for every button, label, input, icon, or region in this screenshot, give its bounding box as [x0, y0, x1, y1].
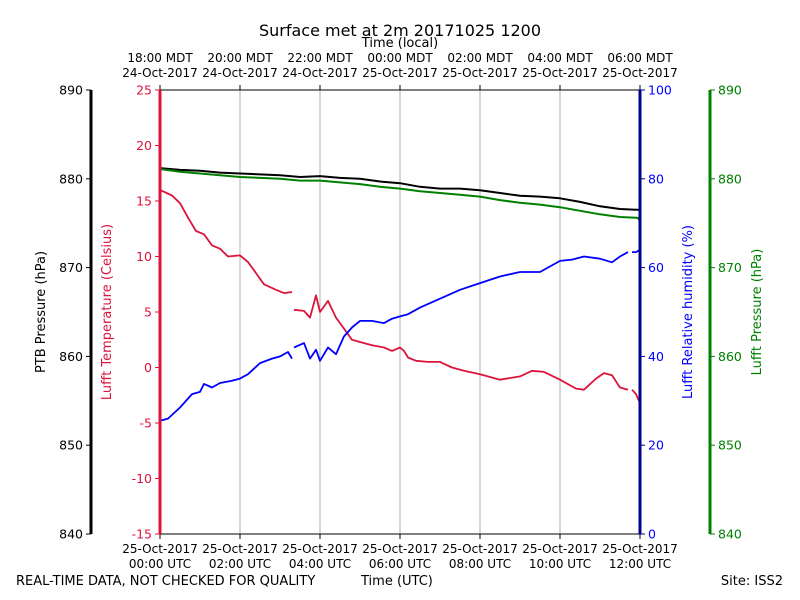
temperature-tick-label: 5 — [144, 305, 152, 320]
humidity-tick-label: 80 — [648, 171, 664, 186]
top-tick-label: 06:00 MDT — [607, 51, 673, 65]
x-axis-label: Time (UTC) — [361, 574, 433, 589]
temperature-tick-label: 20 — [136, 138, 152, 153]
top-tick-label: 24-Oct-2017 — [282, 66, 358, 80]
ptb_pressure-tick-label: 890 — [59, 83, 83, 98]
x-tick-label: 12:00 UTC — [609, 557, 671, 571]
chart-title: Surface met at 2m 20171025 1200 — [259, 21, 541, 40]
temperature-tick-label: -5 — [140, 416, 152, 431]
humidity-tick-label: 60 — [648, 260, 664, 275]
temperature-line — [159, 189, 293, 294]
lufft_pressure-line — [159, 168, 641, 222]
x-tick-label: 00:00 UTC — [129, 557, 191, 571]
temperature-tick-label: 10 — [136, 249, 152, 264]
lufft_pressure-tick-label: 890 — [718, 83, 742, 98]
ptb_pressure-tick-label: 850 — [59, 438, 83, 453]
ptb_pressure-tick-label: 880 — [59, 171, 83, 186]
grid-lines — [239, 90, 561, 534]
top-tick-label: 24-Oct-2017 — [122, 66, 198, 80]
top-tick-label: 24-Oct-2017 — [202, 66, 278, 80]
humidity-axis-label: Lufft Relative humidity (%) — [681, 225, 696, 399]
temperature-tick-label: 15 — [136, 194, 152, 209]
top-tick-label: 22:00 MDT — [287, 51, 353, 65]
lufft_pressure-axis-label: Lufft Pressure (hPa) — [750, 249, 765, 376]
temperature-tick-label: -15 — [132, 527, 152, 542]
x-tick-label: 25-Oct-2017 — [442, 542, 518, 556]
top-tick-label: 25-Oct-2017 — [442, 66, 518, 80]
x-tick-label: 10:00 UTC — [529, 557, 591, 571]
humidity-line — [293, 251, 629, 362]
x-tick-label: 25-Oct-2017 — [522, 542, 598, 556]
ptb-line — [159, 167, 641, 211]
lufft_pressure-tick-label: 870 — [718, 260, 742, 275]
data-series — [159, 167, 641, 422]
ptb_pressure-tick-label: 870 — [59, 260, 83, 275]
temperature-tick-label: -10 — [132, 471, 152, 486]
top-tick-label: 25-Oct-2017 — [522, 66, 598, 80]
ptb_pressure-tick-label: 840 — [59, 527, 83, 542]
x-tick-label: 06:00 UTC — [369, 557, 431, 571]
x-tick-label: 25-Oct-2017 — [282, 542, 358, 556]
temperature-line — [293, 294, 629, 391]
quality-note: REAL-TIME DATA, NOT CHECKED FOR QUALITY — [16, 574, 316, 589]
lufft_pressure-tick-label: 840 — [718, 527, 742, 542]
x-tick-label: 25-Oct-2017 — [362, 542, 438, 556]
humidity-tick-label: 100 — [648, 83, 672, 98]
x-tick-label: 02:00 UTC — [209, 557, 271, 571]
humidity-tick-label: 0 — [648, 527, 656, 542]
top-tick-label: 18:00 MDT — [127, 51, 193, 65]
x-tick-label: 25-Oct-2017 — [602, 542, 678, 556]
top-tick-label: 00:00 MDT — [367, 51, 433, 65]
ptb_pressure-axis-label: PTB Pressure (hPa) — [34, 251, 49, 373]
temperature-tick-label: 25 — [136, 83, 152, 98]
x-tick-label: 25-Oct-2017 — [122, 542, 198, 556]
temperature-tick-label: 0 — [144, 360, 152, 375]
humidity-line — [159, 351, 293, 422]
top-tick-label: 20:00 MDT — [207, 51, 273, 65]
lufft_pressure-tick-label: 880 — [718, 171, 742, 186]
humidity-tick-label: 20 — [648, 438, 664, 453]
top-tick-label: 25-Oct-2017 — [602, 66, 678, 80]
top-tick-label: 25-Oct-2017 — [362, 66, 438, 80]
x-tick-label: 08:00 UTC — [449, 557, 511, 571]
humidity-tick-label: 40 — [648, 349, 664, 364]
top-axis-label: Time (local) — [361, 36, 438, 51]
temperature-axis-label: Lufft Temperature (Celsius) — [100, 224, 115, 400]
x-tick-label: 25-Oct-2017 — [202, 542, 278, 556]
lufft_pressure-tick-label: 850 — [718, 438, 742, 453]
x-tick-label: 04:00 UTC — [289, 557, 351, 571]
top-tick-label: 02:00 MDT — [447, 51, 513, 65]
lufft_pressure-tick-label: 860 — [718, 349, 742, 364]
site-label: Site: ISS2 — [720, 574, 783, 589]
top-tick-label: 04:00 MDT — [527, 51, 593, 65]
ptb_pressure-tick-label: 860 — [59, 349, 83, 364]
